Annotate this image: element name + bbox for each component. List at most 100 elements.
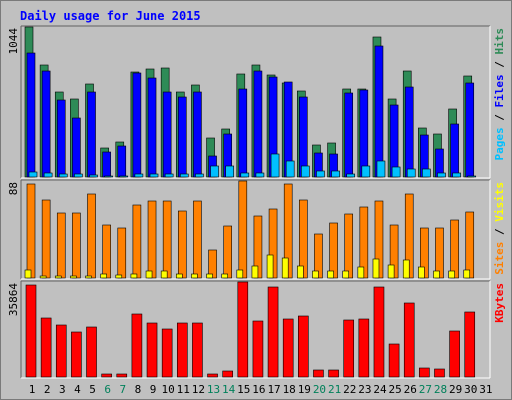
bar-visits-day-3	[54, 275, 62, 279]
legend-entry: Hits	[493, 28, 506, 55]
bar-kbytes-day-28	[434, 368, 445, 378]
bar-sites-day-28	[435, 227, 444, 279]
x-tick-day-27: 27	[419, 383, 432, 396]
x-tick-day-18: 18	[283, 383, 296, 396]
bar-kbytes-day-3	[55, 324, 67, 378]
bar-kbytes-day-11	[176, 322, 188, 378]
bar-sites-day-22	[344, 213, 354, 279]
bar-pages-day-17	[270, 153, 280, 178]
bar-sites-day-10	[162, 200, 172, 279]
bar-pages-day-19	[301, 165, 310, 178]
bar-kbytes-day-17	[267, 286, 279, 378]
bar-pages-day-7	[119, 175, 129, 178]
legend-entry: Files	[493, 74, 506, 107]
bar-files-day-7	[117, 145, 127, 178]
bar-visits-day-7	[115, 274, 123, 279]
x-tick-day-13: 13	[207, 383, 220, 396]
bar-pages-day-4	[74, 173, 83, 178]
bar-kbytes-day-6	[101, 373, 112, 378]
bar-visits-day-18	[281, 257, 289, 279]
bar-visits-day-19	[297, 265, 304, 279]
bar-pages-day-20	[316, 170, 325, 178]
bar-files-day-1	[26, 52, 36, 178]
x-tick-day-23: 23	[358, 383, 371, 396]
bar-pages-day-8	[134, 173, 144, 178]
x-tick-day-14: 14	[222, 383, 236, 396]
bar-files-day-11	[177, 96, 187, 178]
bar-kbytes-day-30	[464, 311, 476, 378]
bar-visits-day-23	[357, 266, 365, 279]
bar-visits-day-10	[160, 270, 168, 279]
bar-pages-day-10	[164, 173, 174, 178]
bar-files-day-4	[72, 117, 81, 178]
x-tick-day-12: 12	[192, 383, 205, 396]
bar-files-day-12	[193, 91, 202, 178]
legend-entry: Pages	[493, 127, 506, 160]
bar-files-day-26	[404, 86, 414, 178]
bar-visits-day-30	[463, 269, 471, 279]
bar-visits-day-13	[206, 273, 213, 279]
bar-kbytes-day-7	[116, 373, 128, 378]
bar-pages-day-29	[452, 172, 461, 178]
bar-visits-day-21	[327, 270, 334, 279]
bar-files-day-8	[132, 72, 142, 178]
bar-files-day-29	[450, 123, 459, 178]
bar-sites-day-30	[465, 211, 475, 279]
bar-kbytes-day-5	[86, 326, 97, 378]
bar-sites-day-5	[87, 193, 96, 279]
bar-kbytes-day-27	[419, 367, 430, 378]
bar-kbytes-day-13	[207, 373, 218, 378]
bar-files-day-10	[162, 91, 172, 178]
bar-visits-day-2	[39, 275, 47, 279]
legend-entry: Sites	[493, 242, 506, 275]
bar-pages-day-21	[331, 170, 340, 178]
x-tick-day-2: 2	[44, 383, 51, 396]
x-tick-day-29: 29	[449, 383, 462, 396]
bar-pages-day-6	[104, 175, 113, 178]
bar-pages-day-5	[89, 174, 98, 178]
x-tick-day-17: 17	[267, 383, 280, 396]
x-tick-day-15: 15	[237, 383, 250, 396]
bar-pages-day-18	[285, 160, 295, 178]
x-tick-day-21: 21	[328, 383, 341, 396]
legend-kbytes: KBytes	[493, 283, 506, 323]
bar-visits-day-4	[70, 275, 77, 279]
bar-sites-day-11	[177, 210, 187, 279]
bar-sites-day-21	[329, 222, 338, 279]
bar-pages-day-16	[255, 172, 265, 178]
x-tick-day-5: 5	[89, 383, 96, 396]
bar-sites-day-3	[56, 212, 66, 279]
bar-visits-day-14	[221, 273, 228, 279]
bar-pages-day-15	[240, 172, 250, 178]
legend-visits-sites: Sites / Visits	[493, 182, 506, 275]
bar-files-day-5	[87, 91, 96, 178]
bar-visits-day-6	[100, 273, 107, 279]
x-tick-day-28: 28	[434, 383, 447, 396]
bar-visits-day-24	[372, 258, 380, 279]
bar-kbytes-day-14	[222, 370, 233, 378]
bar-files-day-23	[359, 89, 369, 178]
bar-files-day-19	[299, 96, 308, 178]
bar-pages-day-12	[195, 173, 204, 178]
bar-sites-day-4	[72, 212, 81, 279]
bar-pages-day-13	[210, 165, 219, 178]
bar-visits-day-16	[251, 265, 259, 279]
bar-sites-day-1	[26, 183, 36, 279]
bar-kbytes-day-25	[388, 343, 400, 378]
bar-sites-day-7	[117, 227, 127, 279]
bar-files-day-3	[56, 99, 66, 178]
bar-pages-day-28	[437, 172, 446, 178]
bar-sites-day-6	[102, 224, 111, 279]
x-tick-day-22: 22	[343, 383, 356, 396]
bar-pages-day-14	[225, 165, 234, 178]
bar-visits-day-11	[175, 273, 183, 279]
bar-pages-day-22	[346, 173, 356, 178]
bar-sites-day-15	[238, 180, 248, 279]
x-tick-day-30: 30	[464, 383, 477, 396]
bar-visits-day-20	[312, 270, 319, 279]
bar-kbytes-day-21	[328, 369, 339, 378]
bar-visits-day-1	[24, 269, 32, 279]
bar-visits-day-28	[433, 270, 440, 279]
bar-kbytes-day-4	[71, 331, 82, 378]
